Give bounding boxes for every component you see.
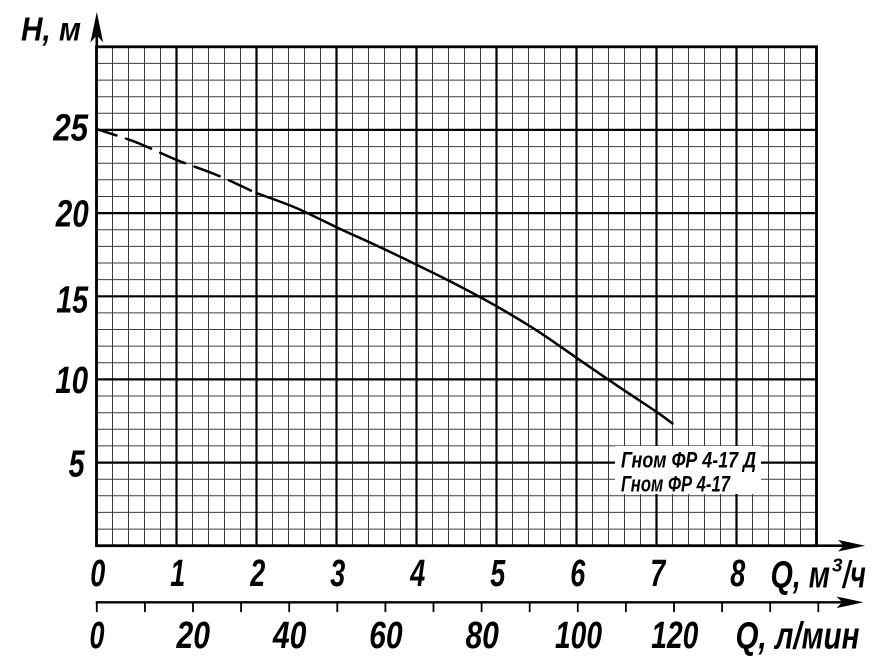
svg-text:20: 20	[176, 615, 210, 657]
svg-text:4: 4	[410, 553, 426, 595]
svg-text:100: 100	[555, 615, 602, 657]
svg-text:80: 80	[465, 615, 499, 657]
svg-text:3: 3	[330, 553, 345, 595]
svg-text:40: 40	[272, 615, 306, 657]
svg-text:Гном ФР 4-17: Гном ФР 4-17	[621, 472, 731, 497]
svg-text:3: 3	[832, 556, 843, 576]
svg-text:2: 2	[250, 553, 266, 595]
svg-text:5: 5	[69, 444, 86, 486]
svg-text:Q, м: Q, м	[771, 555, 831, 597]
svg-text:6: 6	[570, 553, 586, 595]
svg-text:7: 7	[650, 553, 666, 595]
svg-text:60: 60	[369, 615, 403, 657]
svg-text:5: 5	[490, 553, 506, 595]
svg-text:0: 0	[90, 615, 105, 657]
svg-text:15: 15	[56, 279, 89, 321]
svg-text:20: 20	[55, 194, 89, 236]
svg-text:Гном ФР 4-17 Д: Гном ФР 4-17 Д	[621, 448, 756, 473]
svg-text:120: 120	[651, 615, 698, 657]
svg-text:10: 10	[55, 360, 88, 402]
svg-text:8: 8	[730, 553, 746, 595]
svg-text:1: 1	[170, 553, 185, 595]
svg-text:H, м: H, м	[21, 10, 81, 47]
svg-text:Q, л/мин: Q, л/мин	[736, 615, 860, 657]
svg-text:/ч: /ч	[841, 555, 865, 597]
svg-text:25: 25	[52, 107, 89, 149]
svg-text:0: 0	[90, 553, 105, 595]
